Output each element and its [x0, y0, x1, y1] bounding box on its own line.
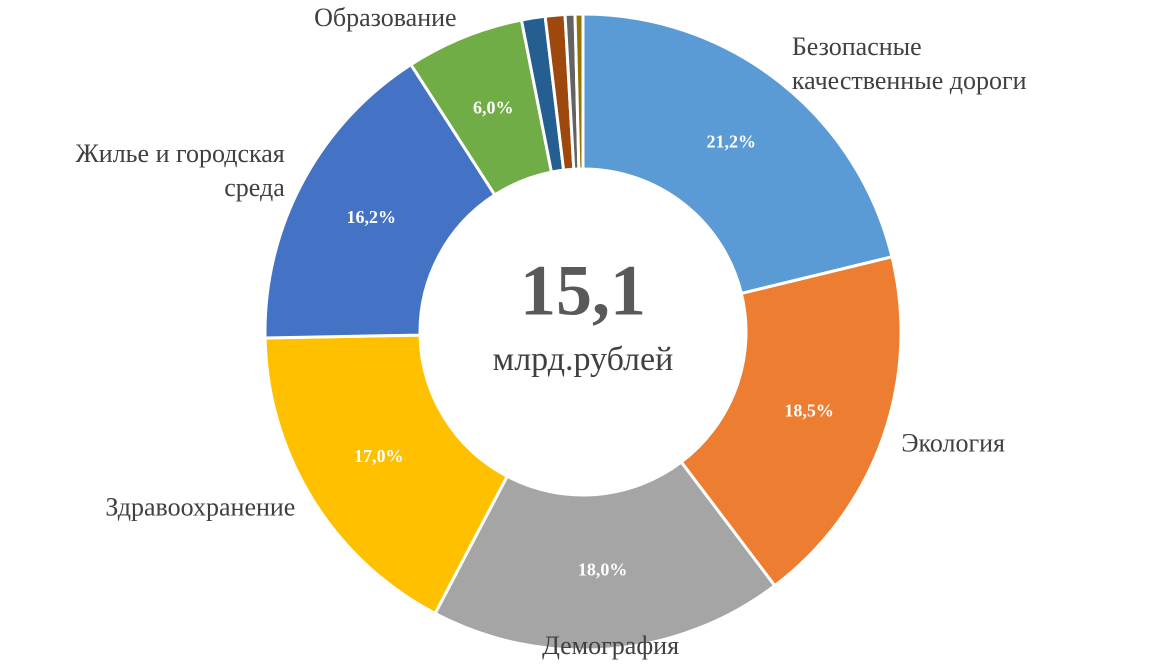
slice [263, 62, 497, 340]
category-label: качественные дороги [792, 66, 1027, 95]
category-label: Жилье и городская [76, 139, 285, 168]
slice [581, 12, 894, 296]
slice [679, 254, 903, 588]
category-label: Демография [542, 631, 679, 660]
value-label: 18,5% [784, 401, 834, 421]
slice [573, 12, 585, 171]
slice [433, 459, 777, 652]
value-label: 18,0% [578, 559, 628, 579]
category-label: среда [224, 173, 285, 202]
value-label: 16,2% [347, 207, 397, 227]
value-label: 17,0% [354, 446, 404, 466]
slices [263, 12, 903, 652]
category-label: Безопасные [792, 32, 922, 61]
slice [263, 333, 510, 616]
center-value: 15,1 [520, 251, 646, 331]
category-label: Здравоохранение [105, 492, 295, 521]
category-label: Экология [901, 428, 1005, 457]
value-label: 21,2% [707, 131, 757, 151]
category-label: Образование [314, 3, 457, 32]
value-label: 6,0% [473, 98, 514, 118]
center-unit: млрд.рублей [493, 341, 674, 378]
